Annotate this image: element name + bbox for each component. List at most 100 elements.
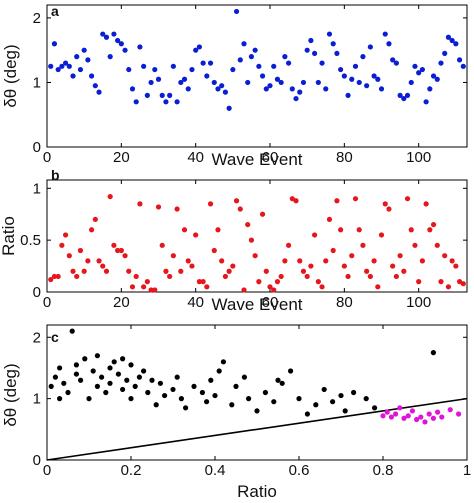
data-point (220, 359, 226, 365)
x-tick-label: 0.6 (289, 462, 310, 479)
data-point (338, 66, 344, 73)
data-point (351, 389, 357, 396)
data-point (48, 383, 54, 389)
data-point (460, 63, 466, 69)
x-tick-label: 0 (43, 149, 51, 166)
data-point (426, 411, 432, 417)
data-point (378, 86, 385, 92)
points-b (48, 193, 466, 293)
data-point (174, 99, 180, 105)
data-point (144, 279, 150, 285)
data-point (115, 37, 121, 44)
y-tick-label: 0 (33, 452, 41, 469)
data-point (230, 66, 236, 73)
data-point (137, 201, 143, 207)
data-point (241, 287, 247, 293)
data-point (300, 79, 307, 86)
data-point (386, 41, 392, 47)
data-point (170, 63, 176, 69)
y-tick-label: 0 (33, 139, 41, 156)
data-point (285, 242, 292, 248)
data-point (133, 99, 139, 105)
data-point (96, 258, 102, 264)
data-point (371, 73, 377, 79)
data-point (308, 37, 314, 44)
data-point (278, 273, 284, 280)
data-point (427, 86, 433, 92)
data-point (111, 242, 117, 248)
data-point (408, 79, 414, 86)
y-tick-label: 0.5 (20, 232, 41, 249)
data-point (445, 284, 452, 290)
data-point (435, 409, 441, 415)
data-point (89, 227, 95, 233)
data-point (453, 41, 459, 47)
data-point (52, 374, 59, 380)
data-point (404, 92, 411, 98)
data-point (48, 276, 54, 283)
data-point (103, 389, 109, 396)
data-point (178, 396, 184, 402)
data-point (312, 232, 318, 238)
data-point (196, 44, 202, 50)
y-tick-label: 1 (33, 74, 41, 91)
data-point (222, 89, 229, 95)
data-point (133, 273, 139, 280)
data-point (442, 50, 448, 57)
data-point (200, 279, 206, 285)
data-point (141, 63, 147, 69)
panel-letter-c: c (51, 329, 59, 345)
data-point (81, 47, 87, 53)
data-point (427, 227, 433, 233)
data-point (70, 268, 76, 274)
data-point (338, 227, 344, 233)
data-point (57, 396, 63, 402)
data-point (323, 258, 329, 264)
data-point (193, 232, 199, 238)
data-point (70, 73, 76, 79)
data-point (438, 60, 444, 66)
data-point (233, 198, 240, 204)
data-point (267, 83, 273, 89)
data-point (445, 34, 452, 40)
data-point (449, 37, 455, 44)
y-tick-label: 1 (33, 180, 41, 197)
data-point (129, 284, 136, 290)
data-point (120, 356, 126, 362)
data-point (230, 263, 236, 269)
data-point (390, 263, 396, 269)
data-point (207, 201, 214, 207)
data-point (241, 41, 247, 47)
data-point (341, 263, 347, 269)
data-point (282, 54, 288, 60)
x-axis-label-c: Ratio (237, 482, 277, 501)
data-point (163, 268, 169, 274)
data-point (89, 73, 95, 79)
data-point (219, 258, 225, 264)
data-point (360, 54, 366, 60)
data-point (81, 268, 87, 274)
data-point (189, 263, 195, 269)
plot-frame-b (46, 179, 468, 293)
data-point (393, 60, 399, 66)
x-tick-label: 0 (43, 462, 51, 479)
data-point (360, 242, 366, 248)
data-point (148, 287, 154, 293)
data-point (252, 253, 258, 259)
y-tick-label: 2 (33, 329, 41, 346)
ticks-c: 0 0.2 0.4 0.6 0.8 1 0 1 2 (33, 325, 471, 479)
data-point (378, 232, 385, 238)
data-point (107, 193, 113, 200)
x-tick-label: 0 (43, 294, 51, 311)
data-point (118, 247, 124, 254)
data-point (115, 247, 121, 254)
data-point (288, 368, 294, 374)
data-point (447, 407, 453, 413)
data-point (215, 227, 221, 233)
data-point (55, 273, 61, 280)
data-point (304, 411, 310, 417)
data-point (423, 201, 429, 207)
data-point (181, 227, 188, 233)
data-point (271, 399, 277, 405)
data-point (208, 377, 214, 383)
